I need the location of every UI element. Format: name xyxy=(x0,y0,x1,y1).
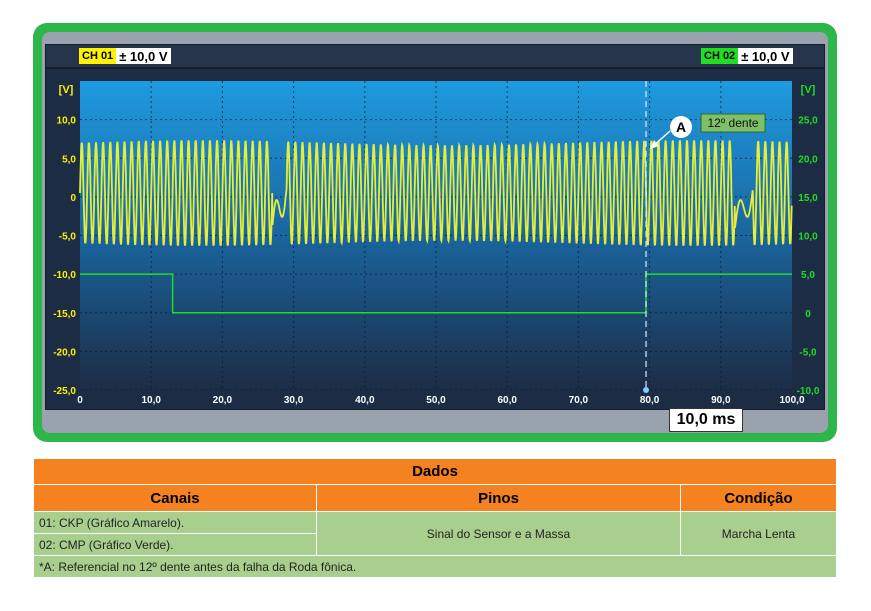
x-tick-label: 90,0 xyxy=(711,395,731,406)
x-tick-label: 20,0 xyxy=(213,395,233,406)
row-ch1: 01: CKP (Gráfico Amarelo). xyxy=(33,511,317,534)
left-tick-label: 5,0 xyxy=(62,154,76,165)
right-tick-label: -10,0 xyxy=(797,386,820,397)
marker-circle xyxy=(670,116,693,138)
ch2-tag: CH 02 xyxy=(701,48,739,64)
header-pinos: Pinos xyxy=(316,484,681,512)
left-tick-label: 10,0 xyxy=(57,116,77,127)
x-tick-label: 80,0 xyxy=(640,395,660,406)
left-tick-label: -15,0 xyxy=(53,309,76,320)
left-tick-label: -25,0 xyxy=(53,386,76,397)
table-title: Dados xyxy=(33,458,837,485)
cell-pinos: Sinal do Sensor e a Massa xyxy=(316,511,681,556)
series xyxy=(79,140,793,314)
right-tick-label: 15,0 xyxy=(798,193,818,204)
annotation-text: 12º dente xyxy=(707,116,758,130)
right-axis-unit: [V] xyxy=(801,84,816,96)
right-tick-label: 10,0 xyxy=(798,232,818,243)
header-condicao: Condição xyxy=(680,484,837,512)
ch1-waveform xyxy=(79,140,793,246)
x-tick-label: 50,0 xyxy=(426,395,446,406)
left-tick-label: -5,0 xyxy=(59,232,77,243)
cursor-arrowhead xyxy=(650,140,660,149)
ch2-label[interactable]: CH 02 ± 10,0 V xyxy=(701,48,793,64)
cell-condicao: Marcha Lenta xyxy=(680,511,837,556)
right-tick-label: 0 xyxy=(805,309,811,320)
cursor: A 12º dente xyxy=(643,81,766,393)
data-table: Dados Canais Pinos Condição 01: CKP (Grá… xyxy=(33,458,837,578)
table-footnote: *A: Referencial no 12º dente antes da fa… xyxy=(33,555,837,578)
ch2-waveform xyxy=(80,273,792,314)
ch1-label[interactable]: CH 01 ± 10,0 V xyxy=(79,48,171,64)
cursor-handle[interactable] xyxy=(643,387,650,393)
marker-label: A xyxy=(676,119,686,135)
channel-bar: CH 01 ± 10,0 V CH 02 ± 10,0 V xyxy=(45,44,825,68)
time-division-readout[interactable]: 10,0 ms xyxy=(669,408,743,432)
right-tick-label: 5,0 xyxy=(801,270,815,281)
ch2-range: ± 10,0 V xyxy=(741,48,790,64)
x-axis: 0 10,0 20,0 30,0 40,0 50,0 60,0 70,0 80,0 90,0 100… xyxy=(77,395,805,406)
x-tick-label: 0 xyxy=(77,395,83,406)
left-axis-unit: [V] xyxy=(59,84,74,96)
x-tick-label: 30,0 xyxy=(284,395,304,406)
left-axis: [V] 10,0 5,0 0 -5,0 -10,0 -15,0 -20,0 -25,0 xyxy=(53,84,76,397)
right-axis: [V] 25,0 20,0 15,0 10,0 5,0 0 -5,0 -10,0 xyxy=(797,84,820,397)
right-tick-label: 25,0 xyxy=(798,116,818,127)
right-tick-label: 20,0 xyxy=(798,154,818,165)
oscilloscope-screen: [V] 10,0 5,0 0 -5,0 -10,0 -15,0 -20,0 -25,0 [V] 2… xyxy=(45,68,825,410)
right-tick-label: -5,0 xyxy=(799,347,817,358)
x-tick-label: 100,0 xyxy=(779,395,804,406)
left-tick-label: -10,0 xyxy=(53,270,76,281)
waveform-chart: [V] 10,0 5,0 0 -5,0 -10,0 -15,0 -20,0 -25,0 [V] 2… xyxy=(53,81,820,406)
x-tick-label: 70,0 xyxy=(569,395,589,406)
annotation-box xyxy=(700,113,766,133)
row-ch2: 02: CMP (Gráfico Verde). xyxy=(33,533,317,556)
ch1-range: ± 10,0 V xyxy=(119,48,168,64)
ch1-tag: CH 01 xyxy=(79,48,117,64)
x-tick-label: 40,0 xyxy=(355,395,375,406)
header-canais: Canais xyxy=(33,484,317,512)
left-tick-label: 0 xyxy=(70,193,76,204)
x-tick-label: 10,0 xyxy=(141,395,161,406)
left-tick-label: -20,0 xyxy=(53,347,76,358)
x-tick-label: 60,0 xyxy=(497,395,517,406)
